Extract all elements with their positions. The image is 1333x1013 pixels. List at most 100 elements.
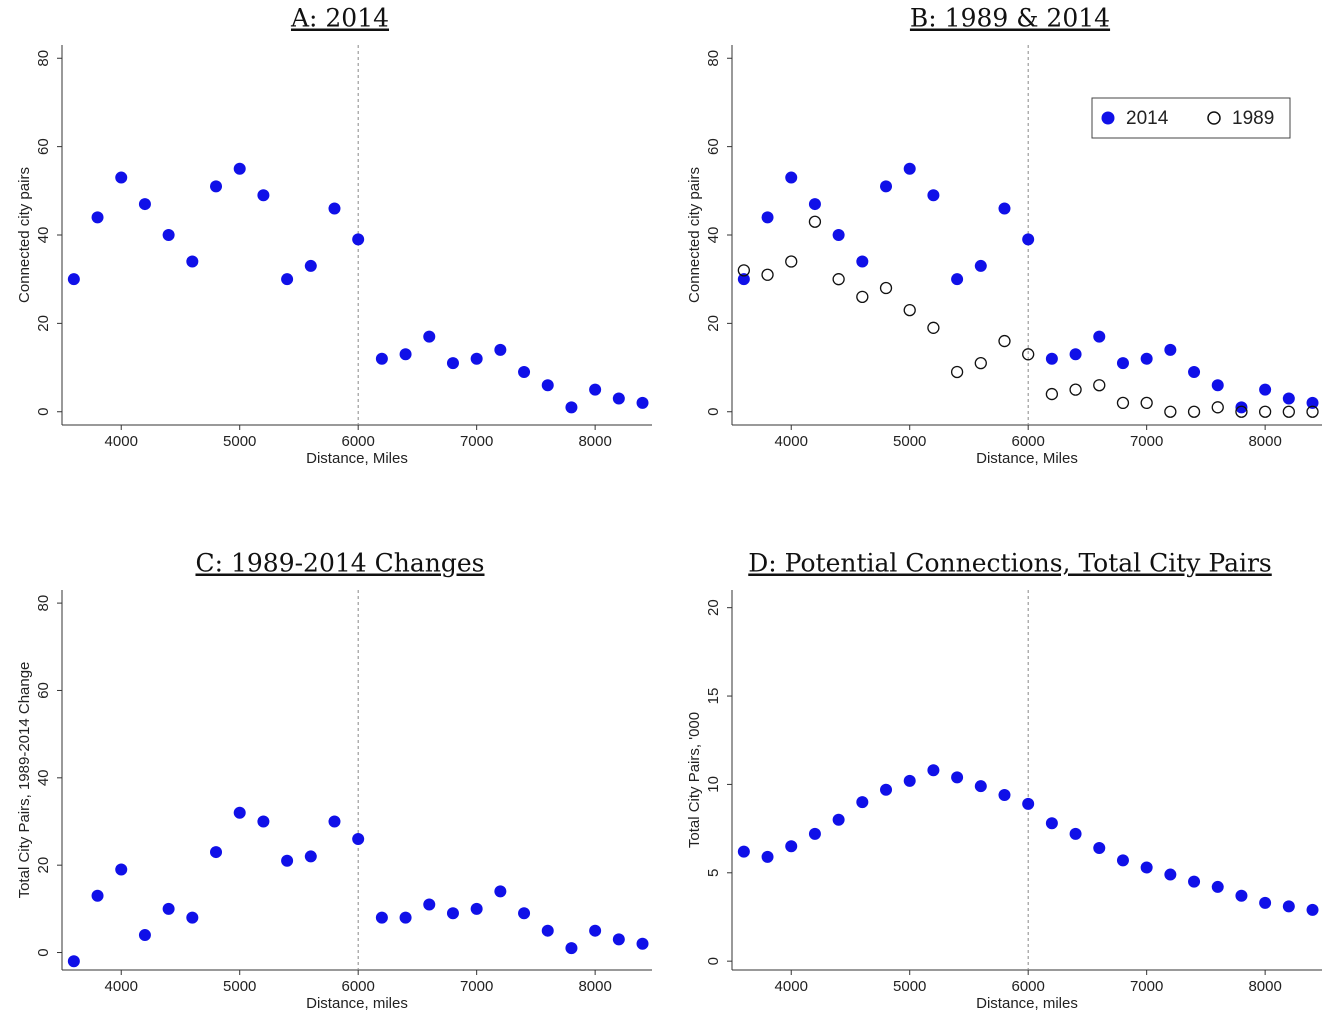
data-point bbox=[927, 321, 940, 334]
x-tick-label: 6000 bbox=[341, 978, 374, 995]
data-point bbox=[115, 171, 128, 184]
data-point bbox=[210, 180, 223, 193]
data-point bbox=[761, 211, 774, 224]
data-point bbox=[565, 942, 578, 955]
y-axis-label: Total City Pairs, '000 bbox=[686, 712, 703, 848]
data-point bbox=[612, 933, 625, 946]
data-point bbox=[737, 264, 750, 277]
data-point bbox=[880, 180, 893, 193]
x-tick-label: 4000 bbox=[105, 433, 138, 450]
data-point bbox=[808, 198, 821, 211]
y-axis-label: Connected city pairs bbox=[686, 167, 703, 303]
data-point bbox=[1306, 396, 1319, 409]
legend-marker bbox=[1101, 111, 1115, 125]
y-tick-label: 80 bbox=[35, 595, 52, 612]
x-tick-label: 4000 bbox=[775, 978, 808, 995]
data-point bbox=[352, 832, 365, 845]
x-tick-label: 7000 bbox=[1130, 978, 1163, 995]
data-point bbox=[785, 171, 798, 184]
data-point bbox=[91, 889, 104, 902]
data-point bbox=[927, 189, 940, 202]
data-point bbox=[138, 198, 151, 211]
y-tick-label: 0 bbox=[35, 408, 52, 416]
data-point bbox=[927, 764, 940, 777]
data-point bbox=[162, 229, 175, 241]
data-point bbox=[832, 273, 845, 286]
data-point bbox=[1282, 900, 1295, 913]
data-point bbox=[446, 907, 459, 920]
data-point bbox=[1235, 889, 1248, 902]
data-point bbox=[399, 348, 412, 361]
data-point bbox=[1164, 405, 1177, 418]
x-tick-label: 8000 bbox=[1248, 978, 1281, 995]
data-point bbox=[1187, 405, 1201, 418]
panel-title: C: 1989-2014 Changes bbox=[195, 549, 484, 578]
x-tick-label: 8000 bbox=[578, 433, 611, 450]
data-point bbox=[1022, 233, 1035, 246]
data-point bbox=[1045, 352, 1058, 365]
data-point bbox=[1116, 854, 1129, 867]
legend-marker bbox=[1207, 111, 1221, 125]
data-point bbox=[1259, 383, 1272, 396]
data-point bbox=[808, 215, 822, 228]
y-tick-label: 40 bbox=[35, 769, 52, 786]
data-point bbox=[1045, 817, 1058, 830]
data-point bbox=[257, 815, 270, 828]
data-point bbox=[494, 885, 507, 898]
data-point bbox=[903, 162, 916, 175]
data-point bbox=[1164, 868, 1177, 881]
y-tick-label: 80 bbox=[35, 50, 52, 67]
data-point bbox=[785, 255, 798, 268]
data-point bbox=[399, 911, 412, 924]
x-tick-label: 5000 bbox=[893, 433, 926, 450]
data-point bbox=[186, 255, 199, 268]
data-point bbox=[1188, 365, 1201, 378]
x-tick-label: 5000 bbox=[893, 978, 926, 995]
data-point bbox=[494, 343, 507, 356]
data-point bbox=[589, 383, 602, 396]
data-point bbox=[304, 850, 317, 863]
data-point bbox=[1140, 861, 1153, 874]
data-point bbox=[138, 929, 151, 942]
data-point bbox=[328, 815, 341, 828]
y-tick-label: 10 bbox=[705, 776, 722, 793]
x-tick-label: 7000 bbox=[460, 978, 493, 995]
data-point bbox=[518, 365, 531, 378]
data-point bbox=[737, 845, 750, 858]
data-point bbox=[974, 356, 987, 370]
data-point bbox=[951, 273, 964, 286]
data-point bbox=[328, 202, 341, 215]
data-point bbox=[375, 352, 388, 365]
data-point bbox=[856, 255, 869, 268]
data-point bbox=[470, 352, 483, 365]
data-point bbox=[115, 863, 128, 876]
data-point bbox=[636, 396, 649, 409]
y-tick-label: 20 bbox=[705, 599, 722, 616]
data-point bbox=[1211, 880, 1224, 893]
data-point bbox=[1164, 343, 1177, 356]
data-point bbox=[1093, 330, 1106, 343]
data-point bbox=[162, 902, 175, 915]
data-point bbox=[233, 162, 246, 175]
x-tick-label: 8000 bbox=[1248, 433, 1281, 450]
y-tick-label: 15 bbox=[705, 688, 722, 705]
data-point bbox=[67, 955, 80, 968]
data-point bbox=[974, 259, 987, 272]
y-tick-label: 60 bbox=[705, 138, 722, 155]
panel-title: A: 2014 bbox=[290, 4, 389, 33]
data-point bbox=[1022, 348, 1035, 361]
data-point bbox=[832, 813, 845, 826]
data-point bbox=[91, 211, 104, 224]
x-tick-label: 6000 bbox=[1011, 978, 1044, 995]
data-point bbox=[950, 365, 964, 379]
data-point bbox=[998, 789, 1011, 802]
data-point bbox=[737, 273, 750, 286]
data-point bbox=[375, 911, 388, 924]
data-point bbox=[785, 840, 798, 853]
data-point bbox=[1093, 842, 1106, 855]
y-tick-label: 40 bbox=[35, 227, 52, 244]
data-point bbox=[186, 911, 199, 924]
legend-label: 2014 bbox=[1126, 108, 1169, 129]
data-point bbox=[304, 259, 317, 272]
